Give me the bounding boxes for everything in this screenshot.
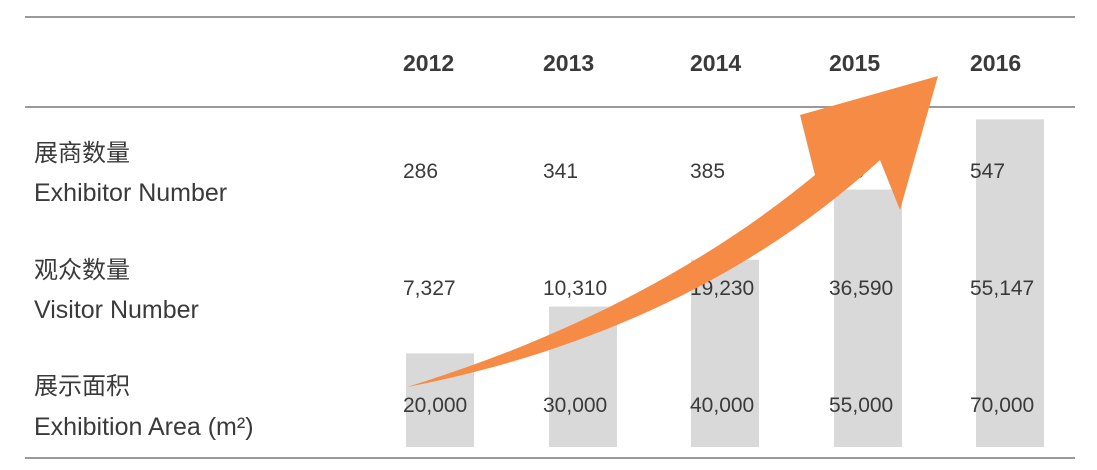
row-label-exhibitor-zh: 展商数量	[34, 140, 130, 167]
year-header-2013: 2013	[543, 50, 595, 76]
year-header-2014: 2014	[690, 50, 742, 76]
cell-area-2015: 55,000	[829, 394, 894, 417]
row-label-exhibitor-en: Exhibitor Number	[34, 179, 228, 207]
cell-area-2014: 40,000	[690, 394, 755, 417]
year-header-2012: 2012	[403, 50, 455, 76]
cell-exhibitor-2012: 286	[403, 160, 439, 183]
background-bar-2014	[691, 259, 759, 447]
cell-area-2013: 30,000	[543, 394, 608, 417]
cell-area-2012: 20,000	[403, 394, 468, 417]
cell-exhibitor-2014: 385	[690, 160, 726, 183]
cell-exhibitor-2013: 341	[543, 160, 579, 183]
row-label-visitor-zh: 观众数量	[34, 257, 130, 284]
cell-exhibitor-2016: 547	[970, 160, 1006, 183]
row-label-area-en: Exhibition Area (m²)	[34, 413, 254, 441]
growth-arrow-icon	[407, 76, 938, 387]
year-header-2015: 2015	[829, 50, 881, 76]
header-rule	[25, 106, 1075, 108]
background-bar-2015	[834, 189, 902, 447]
cell-visitor-2013: 10,310	[543, 277, 608, 300]
row-label-area-zh: 展示面积	[34, 373, 130, 400]
bottom-rule	[25, 457, 1075, 459]
top-rule	[25, 16, 1075, 18]
cell-area-2016: 70,000	[970, 394, 1035, 417]
background-bar-2016	[976, 119, 1044, 447]
cell-visitor-2016: 55,147	[970, 277, 1035, 300]
row-label-visitor-en: Visitor Number	[34, 296, 199, 324]
cell-visitor-2015: 36,590	[829, 277, 894, 300]
cell-visitor-2012: 7,327	[403, 277, 456, 300]
year-header-2016: 2016	[970, 50, 1022, 76]
